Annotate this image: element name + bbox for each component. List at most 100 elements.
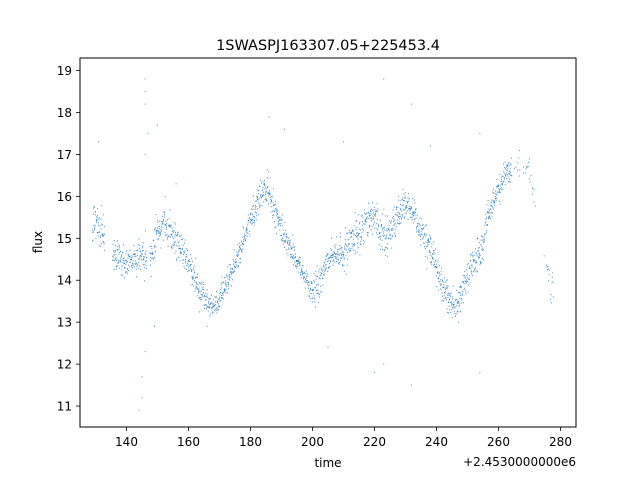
- data-point: [221, 297, 223, 299]
- data-point: [495, 193, 497, 195]
- data-point: [458, 302, 460, 304]
- data-point: [298, 263, 300, 265]
- data-point: [395, 226, 397, 228]
- data-point: [330, 256, 332, 258]
- data-point: [326, 267, 327, 269]
- data-point: [288, 237, 289, 239]
- data-point: [499, 173, 501, 176]
- data-point: [397, 222, 399, 224]
- data-point: [168, 217, 170, 220]
- data-point: [548, 280, 549, 282]
- data-point: [298, 262, 299, 264]
- data-point: [96, 221, 97, 223]
- data-point: [165, 225, 167, 227]
- data-point: [129, 261, 131, 264]
- data-point: [356, 236, 358, 238]
- data-point: [459, 297, 461, 300]
- data-point: [300, 274, 302, 276]
- data-point: [319, 278, 321, 280]
- data-point: [162, 223, 164, 225]
- data-point: [131, 267, 133, 269]
- data-point: [439, 281, 441, 283]
- data-point: [289, 239, 291, 241]
- data-point: [155, 227, 156, 229]
- data-point: [215, 304, 216, 306]
- data-point: [437, 289, 439, 292]
- data-point: [131, 266, 133, 268]
- data-point: [129, 249, 131, 251]
- data-point: [396, 207, 398, 209]
- data-point: [295, 253, 296, 255]
- data-point: [437, 271, 438, 273]
- data-point: [172, 244, 174, 246]
- data-point: [441, 299, 443, 301]
- chart-title: 1SWASPJ163307.05+225453.4: [216, 38, 440, 54]
- data-point: [128, 255, 130, 257]
- data-point: [444, 292, 445, 294]
- data-point: [223, 288, 225, 291]
- data-point: [153, 258, 154, 260]
- data-point: [481, 247, 483, 249]
- data-point: [417, 231, 419, 233]
- data-point: [210, 313, 211, 315]
- data-point: [322, 268, 324, 270]
- data-point: [348, 232, 350, 234]
- data-point: [435, 266, 437, 269]
- data-point: [297, 265, 299, 268]
- data-point: [484, 218, 486, 220]
- data-point: [310, 287, 311, 289]
- data-point: [353, 238, 355, 240]
- data-point: [125, 253, 127, 255]
- data-point: [378, 225, 380, 227]
- data-point: [262, 181, 264, 183]
- data-point: [476, 253, 477, 255]
- data-point: [459, 291, 460, 293]
- data-point: [410, 209, 411, 211]
- data-point: [304, 278, 306, 280]
- data-point: [364, 212, 365, 214]
- data-point: [418, 223, 419, 225]
- data-point: [255, 219, 257, 221]
- data-point: [262, 194, 263, 196]
- data-point: [190, 268, 191, 270]
- data-point: [208, 304, 210, 306]
- data-point: [485, 213, 487, 215]
- data-point: [262, 195, 264, 197]
- data-point: [198, 292, 199, 294]
- data-point: [185, 256, 187, 258]
- data-point: [402, 188, 404, 190]
- data-point: [366, 212, 368, 214]
- data-point: [230, 268, 231, 270]
- y-tick-label: 14: [57, 274, 72, 288]
- data-point: [406, 204, 408, 207]
- data-point: [519, 149, 520, 152]
- data-point: [346, 264, 348, 266]
- data-point: [191, 277, 193, 279]
- data-point: [239, 247, 240, 249]
- data-point: [336, 236, 338, 238]
- data-point: [491, 199, 493, 201]
- data-point: [282, 225, 284, 227]
- data-point: [163, 216, 165, 218]
- data-point: [190, 263, 192, 266]
- data-point: [136, 276, 137, 278]
- data-point: [333, 259, 334, 261]
- data-point: [462, 293, 464, 295]
- data-point: [120, 258, 122, 260]
- data-point: [345, 273, 347, 275]
- data-point: [384, 215, 386, 217]
- data-point: [145, 260, 147, 263]
- data-point: [361, 231, 363, 233]
- data-point: [344, 247, 346, 249]
- data-point: [368, 225, 370, 227]
- data-point: [447, 311, 448, 314]
- data-point: [178, 240, 180, 242]
- data-point: [155, 234, 157, 236]
- data-point: [328, 260, 330, 262]
- data-point: [258, 205, 260, 207]
- data-point: [325, 268, 326, 270]
- data-point: [434, 262, 435, 264]
- data-point: [336, 252, 338, 254]
- data-point: [272, 217, 273, 219]
